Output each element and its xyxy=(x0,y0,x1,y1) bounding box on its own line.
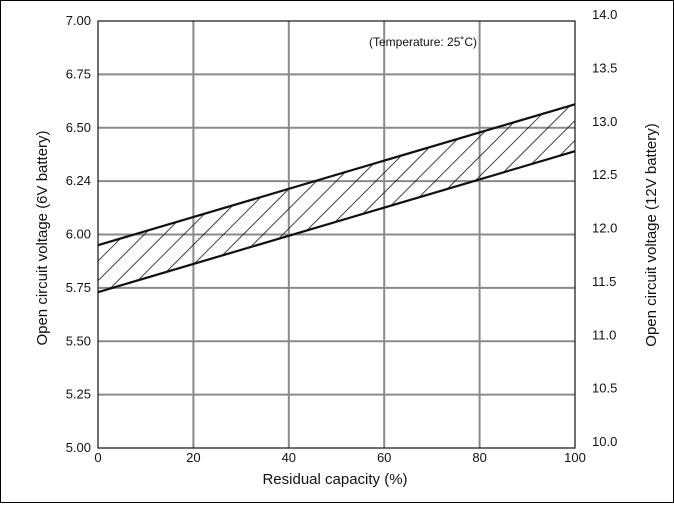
temperature-annotation: (Temperature: 25˚C) xyxy=(369,35,477,49)
left-y-tick-label: 6.00 xyxy=(66,227,91,242)
x-axis-label: Residual capacity (%) xyxy=(262,471,407,488)
left-y-tick-label: 6.75 xyxy=(66,66,91,81)
left-y-tick-label: 5.00 xyxy=(66,440,91,455)
right-y-tick-label: 10.0 xyxy=(592,434,617,449)
x-tick-label: 40 xyxy=(282,450,296,465)
right-y-tick-label: 13.5 xyxy=(592,60,617,75)
left-y-tick-label: 5.25 xyxy=(66,387,91,402)
right-y-tick-label: 10.5 xyxy=(592,381,617,396)
x-tick-label: 100 xyxy=(564,450,586,465)
band-upper-line xyxy=(97,103,576,247)
left-y-axis-label: Open circuit voltage (6V battery) xyxy=(34,130,51,345)
data-band xyxy=(97,103,576,294)
band-lower-line xyxy=(97,150,576,294)
right-y-tick-label: 13.0 xyxy=(592,114,617,129)
left-y-tick-label: 5.75 xyxy=(66,280,91,295)
x-tick-label: 60 xyxy=(377,450,391,465)
grid xyxy=(98,21,575,448)
left-y-tick-label: 6.50 xyxy=(66,120,91,135)
right-y-tick-label: 11.0 xyxy=(592,327,616,342)
right-y-axis-ticks: 10.0 10.5 11.0 11.5 12.0 12.5 13.0 13.5 14.0 xyxy=(592,7,617,449)
right-y-tick-label: 14.0 xyxy=(592,7,617,22)
left-y-tick-label: 6.24 xyxy=(66,173,91,188)
left-y-tick-label: 5.50 xyxy=(66,333,91,348)
x-tick-label: 20 xyxy=(186,450,200,465)
x-tick-label: 80 xyxy=(472,450,486,465)
right-y-axis-label: Open circuit voltage (12V battery) xyxy=(643,123,660,346)
voltage-band-fill xyxy=(98,104,575,293)
right-y-tick-label: 11.5 xyxy=(592,274,616,289)
x-tick-label: 0 xyxy=(94,450,101,465)
right-y-tick-label: 12.0 xyxy=(592,221,617,236)
x-axis-ticks: 0 20 40 60 80 100 xyxy=(94,450,585,465)
plot-area-border xyxy=(97,20,576,449)
left-y-axis-ticks: 5.00 5.25 5.50 5.75 6.00 6.24 6.50 6.75 7.00 xyxy=(66,13,91,455)
right-y-tick-label: 12.5 xyxy=(592,167,617,182)
left-y-tick-label: 7.00 xyxy=(66,13,91,28)
